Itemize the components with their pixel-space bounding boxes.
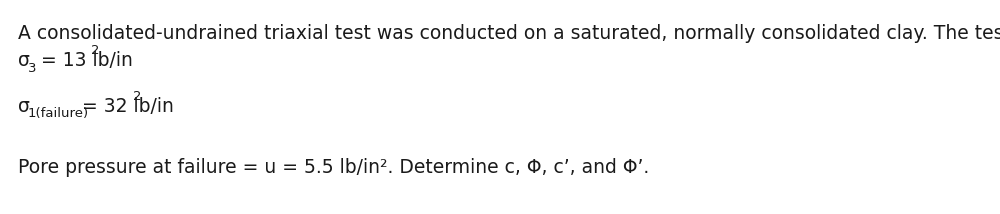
- Text: 3: 3: [28, 61, 36, 74]
- Text: 2: 2: [133, 90, 142, 103]
- Text: σ: σ: [18, 51, 30, 70]
- Text: Pore pressure at failure = u = 5.5 lb/in². Determine c, Φ, c’, and Φ’.: Pore pressure at failure = u = 5.5 lb/in…: [18, 158, 649, 177]
- Text: 2: 2: [92, 44, 100, 57]
- Text: A consolidated-undrained triaxial test was conducted on a saturated, normally co: A consolidated-undrained triaxial test w…: [18, 24, 1000, 43]
- Text: = 13 lb/in: = 13 lb/in: [35, 51, 133, 70]
- Text: 1(failure): 1(failure): [28, 107, 89, 120]
- Text: = 32 lb/in: = 32 lb/in: [76, 97, 174, 116]
- Text: σ: σ: [18, 97, 30, 116]
